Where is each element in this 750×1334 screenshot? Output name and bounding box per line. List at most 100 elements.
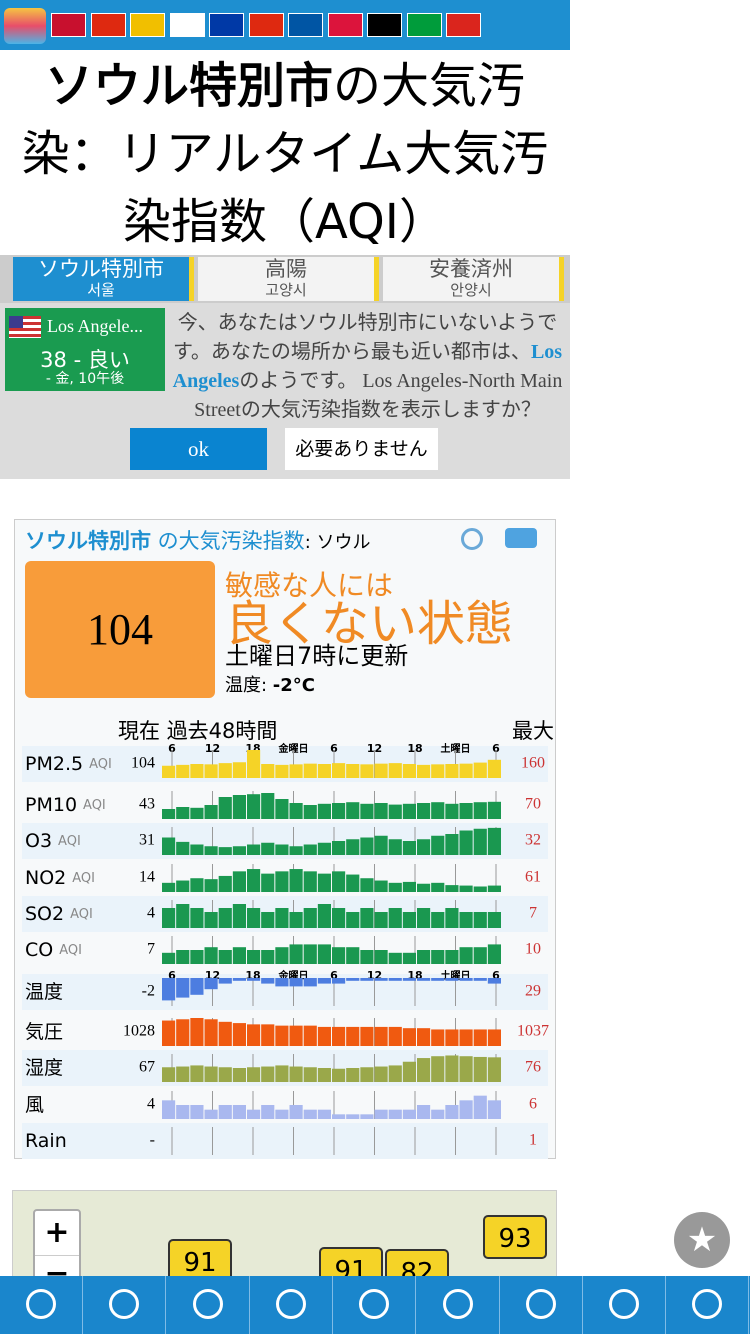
nav-button[interactable] bbox=[83, 1276, 167, 1334]
history-bar bbox=[261, 950, 275, 964]
share-icon[interactable] bbox=[461, 528, 483, 550]
history-bar bbox=[402, 912, 416, 928]
language-flag[interactable] bbox=[51, 13, 86, 37]
notice-link[interactable]: Los Angeles bbox=[172, 341, 563, 392]
city-tab[interactable]: ソウル特別市 서울 bbox=[13, 257, 194, 301]
history-bar bbox=[487, 1100, 501, 1119]
map[interactable]: + − 91 91 82 93 bbox=[12, 1190, 557, 1299]
history-bar bbox=[261, 793, 275, 819]
nav-button[interactable] bbox=[333, 1276, 417, 1334]
history-bar bbox=[176, 1105, 190, 1119]
aqi-value: 104 bbox=[25, 561, 215, 698]
tab-name: ソウル特別市 bbox=[38, 257, 164, 281]
favorite-button[interactable]: ★ bbox=[674, 1212, 730, 1268]
history-bar bbox=[473, 1095, 487, 1119]
language-flag[interactable] bbox=[288, 13, 323, 37]
history-bar bbox=[261, 873, 275, 892]
nav-button[interactable] bbox=[167, 1276, 250, 1334]
language-flag[interactable] bbox=[130, 13, 165, 37]
app-icon[interactable] bbox=[4, 8, 46, 44]
flag-us bbox=[9, 316, 41, 338]
nav-button[interactable] bbox=[500, 1276, 583, 1334]
history-bar bbox=[431, 912, 445, 928]
history-bar bbox=[261, 842, 275, 855]
max-value: 6 bbox=[529, 1096, 537, 1113]
row-name: Rain bbox=[25, 1130, 67, 1152]
history-bar bbox=[275, 1065, 289, 1082]
history-bar bbox=[487, 912, 501, 928]
history-bar bbox=[445, 908, 459, 928]
badge-aqi: 38 - 良い bbox=[40, 348, 130, 372]
history-bar bbox=[232, 904, 246, 928]
history-bar bbox=[162, 809, 176, 819]
nav-button[interactable] bbox=[666, 1276, 750, 1334]
row-name: CO AQI bbox=[25, 939, 82, 961]
history-bar bbox=[289, 803, 303, 819]
map-marker[interactable]: 93 bbox=[483, 1215, 547, 1259]
zoom-in[interactable]: + bbox=[35, 1211, 79, 1256]
max-value: 76 bbox=[525, 1059, 541, 1076]
axis-label: 6 bbox=[330, 969, 338, 982]
history-bar bbox=[332, 978, 346, 984]
history-bar bbox=[190, 1018, 204, 1046]
title-city: ソウル特別市 bbox=[44, 58, 333, 114]
history-bar bbox=[473, 828, 487, 855]
language-flag[interactable] bbox=[209, 13, 244, 37]
history-bar bbox=[247, 869, 261, 892]
current-value: 1028 bbox=[123, 1023, 155, 1040]
language-flag[interactable] bbox=[248, 13, 284, 37]
history-bar bbox=[402, 1028, 416, 1046]
history-bar bbox=[289, 944, 303, 964]
row-name: PM10 AQI bbox=[25, 794, 106, 816]
history-bar bbox=[445, 978, 459, 981]
history-bar bbox=[346, 1114, 360, 1119]
history-bar bbox=[162, 837, 176, 855]
language-flag[interactable] bbox=[406, 13, 442, 37]
history-bar bbox=[360, 878, 374, 892]
embed-icon[interactable] bbox=[505, 528, 537, 548]
history-bar bbox=[204, 805, 218, 819]
history-bar bbox=[374, 1026, 388, 1046]
history-bar bbox=[275, 978, 289, 987]
language-flag[interactable] bbox=[446, 13, 481, 37]
history-bar bbox=[232, 978, 246, 981]
page-title: ソウル特別市の大気汚染：リアルタイム大気汚染指数（AQI） bbox=[0, 52, 570, 256]
current-value: 7 bbox=[147, 941, 155, 958]
history-bar bbox=[204, 1019, 218, 1046]
history-bar bbox=[487, 885, 501, 892]
nav-button[interactable] bbox=[417, 1276, 500, 1334]
history-bar bbox=[218, 1067, 232, 1082]
city-tab[interactable]: 高陽 고양시 bbox=[198, 257, 379, 301]
nav-button[interactable] bbox=[583, 1276, 667, 1334]
city-tab[interactable]: 安養済州 안양시 bbox=[383, 257, 564, 301]
history-bar bbox=[346, 947, 360, 964]
language-flag[interactable] bbox=[367, 13, 402, 37]
pollutant-name: NO2 bbox=[25, 867, 66, 889]
language-flag[interactable] bbox=[327, 13, 363, 37]
language-flag[interactable] bbox=[90, 13, 126, 37]
history-bar bbox=[473, 762, 487, 778]
language-flag[interactable] bbox=[169, 13, 205, 37]
history-bar bbox=[431, 1029, 445, 1046]
history-bar bbox=[261, 978, 275, 984]
pollutant-name: 温度 bbox=[25, 981, 63, 1003]
history-bar bbox=[232, 795, 246, 819]
nav-button[interactable] bbox=[250, 1276, 333, 1334]
card-city[interactable]: ソウル特別市 bbox=[25, 529, 151, 553]
history-bar bbox=[261, 912, 275, 928]
history-bar bbox=[232, 871, 246, 892]
dismiss-button[interactable]: 必要ありません bbox=[285, 428, 438, 470]
history-bar bbox=[317, 978, 331, 984]
history-bar bbox=[473, 947, 487, 964]
nav-button[interactable] bbox=[0, 1276, 83, 1334]
history-bar bbox=[289, 869, 303, 892]
title-rest: の大気汚染：リアルタイム大気汚染指数（AQI） bbox=[21, 58, 549, 250]
history-bar bbox=[261, 1105, 275, 1119]
history-bar bbox=[204, 846, 218, 855]
tab-sub: 고양시 bbox=[265, 281, 307, 299]
ok-button[interactable]: ok bbox=[130, 428, 267, 470]
map-marker[interactable]: 91 bbox=[168, 1239, 232, 1283]
nearby-badge[interactable]: Los Angele... 38 - 良い - 金, 10午後 bbox=[5, 308, 165, 391]
history-bar bbox=[317, 1026, 331, 1046]
history-bar bbox=[289, 764, 303, 778]
